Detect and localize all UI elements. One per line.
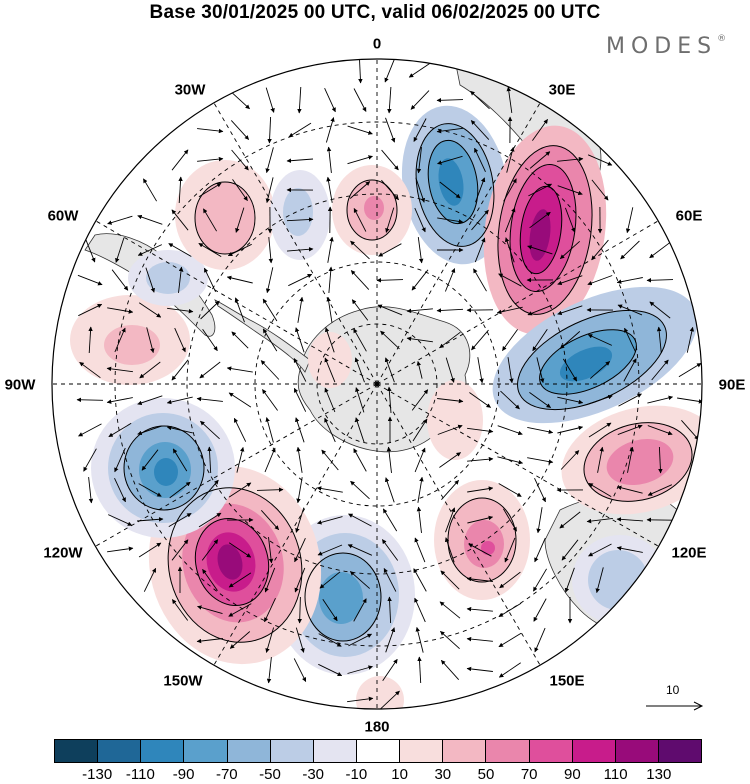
colorbar-segment	[530, 740, 573, 762]
colorbar-segment	[573, 740, 616, 762]
lon-label-60e: 60E	[676, 208, 703, 225]
polar-map	[0, 0, 750, 730]
positive-anomaly-5w	[332, 165, 412, 255]
colorbar-segment	[443, 740, 486, 762]
colorbar-tick-label: -70	[216, 766, 238, 783]
colorbar-segment	[486, 740, 529, 762]
colorbar-tick-label: 30	[434, 766, 451, 783]
colorbar-segment	[314, 740, 357, 762]
colorbar-tick-label: 10	[391, 766, 408, 783]
colorbar-tick-label: 110	[604, 766, 628, 783]
colorbar-segment	[271, 740, 314, 762]
lon-label-30w: 30W	[175, 82, 206, 99]
lon-label-90e: 90E	[719, 377, 746, 394]
lon-label-120w: 120W	[43, 545, 82, 562]
colorbar-segment	[98, 740, 141, 762]
colorbar-tick-label: 70	[521, 766, 538, 783]
lon-label-180: 180	[364, 719, 389, 736]
lon-label-90w: 90W	[5, 377, 36, 394]
colorbar-segment	[659, 740, 701, 762]
colorbar-tick-label: -130	[82, 766, 112, 783]
colorbar-tick-label: -90	[173, 766, 195, 783]
lon-label-60w: 60W	[48, 208, 79, 225]
colorbar-tick-label: -30	[302, 766, 324, 783]
colorbar-segment	[184, 740, 227, 762]
colorbar	[54, 739, 702, 763]
lon-label-30e: 30E	[549, 82, 576, 99]
wind-vector	[77, 400, 103, 401]
lon-label-150w: 150W	[163, 673, 202, 690]
reference-vector-arrow	[644, 684, 706, 714]
colorbar-tick-label: -110	[126, 766, 155, 783]
colorbar-tick-label: 130	[646, 766, 671, 783]
colorbar-segment	[55, 740, 98, 762]
lon-label-120e: 120E	[671, 545, 706, 562]
pole-marker	[375, 382, 380, 387]
colorbar-segment	[228, 740, 271, 762]
colorbar-segment	[400, 740, 443, 762]
colorbar-segment	[141, 740, 184, 762]
lon-label-150e: 150E	[549, 673, 584, 690]
colorbar-tick-label: 50	[478, 766, 495, 783]
colorbar-tick-label: -50	[259, 766, 281, 783]
colorbar-segment	[616, 740, 659, 762]
colorbar-tick-label: 90	[564, 766, 581, 783]
colorbar-tick-label: -10	[346, 766, 368, 783]
colorbar-tick-labels: -130 -110 -90 -70 -50 -30 -10 10 30 50 70 90 110 130	[0, 766, 750, 784]
lon-label-0: 0	[373, 36, 381, 53]
colorbar-segment	[357, 740, 400, 762]
